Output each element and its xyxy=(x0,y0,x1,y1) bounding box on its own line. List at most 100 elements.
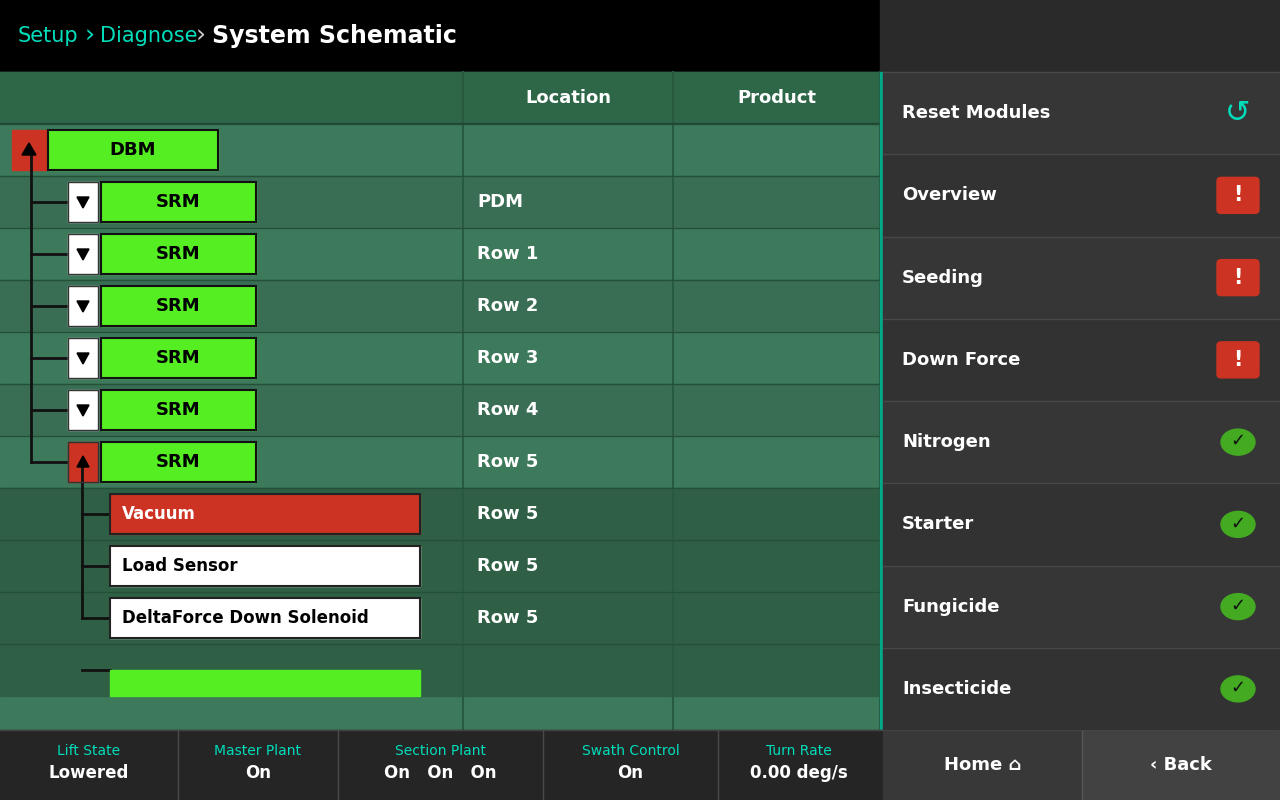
Text: 3.0: 3.0 xyxy=(910,8,960,36)
Text: Vacuum: Vacuum xyxy=(122,505,196,523)
Bar xyxy=(101,234,256,274)
Text: SRM: SRM xyxy=(156,349,201,367)
Text: Nitrogen: Nitrogen xyxy=(902,433,991,451)
Text: Row 5: Row 5 xyxy=(477,505,539,523)
Bar xyxy=(68,390,99,430)
Text: Location: Location xyxy=(525,89,611,107)
Bar xyxy=(68,234,99,274)
Bar xyxy=(0,488,881,540)
Ellipse shape xyxy=(1221,594,1254,620)
Bar xyxy=(49,130,218,170)
Text: Row 5: Row 5 xyxy=(477,609,539,627)
Bar xyxy=(101,182,256,222)
Text: PDM: PDM xyxy=(477,193,524,211)
Bar xyxy=(101,442,256,482)
Text: On: On xyxy=(617,764,644,782)
Bar xyxy=(0,644,881,696)
Bar xyxy=(904,48,911,58)
Polygon shape xyxy=(77,249,90,260)
Text: ↺: ↺ xyxy=(1225,98,1251,128)
Text: ☆: ☆ xyxy=(972,42,992,62)
Text: ‹ Back: ‹ Back xyxy=(1149,756,1212,774)
Bar xyxy=(68,182,99,222)
Bar xyxy=(68,338,99,378)
Text: ✓: ✓ xyxy=(1230,679,1245,697)
Text: Starter: Starter xyxy=(902,515,974,534)
Bar xyxy=(883,318,1280,401)
Text: SRM: SRM xyxy=(156,401,201,419)
Bar xyxy=(49,130,218,170)
Bar xyxy=(883,731,1080,799)
Bar xyxy=(883,648,1280,730)
Bar xyxy=(110,670,420,696)
Text: Insecticide: Insecticide xyxy=(902,680,1011,698)
Bar xyxy=(101,390,256,430)
Bar xyxy=(68,286,99,326)
Bar xyxy=(0,436,881,488)
Bar xyxy=(110,546,420,586)
Bar xyxy=(883,154,1280,237)
Bar xyxy=(68,286,99,326)
Text: Section Plant: Section Plant xyxy=(396,744,486,758)
Text: ›: › xyxy=(196,24,206,48)
Bar xyxy=(110,494,420,534)
Text: ✓: ✓ xyxy=(1230,597,1245,614)
Text: Row 1: Row 1 xyxy=(477,245,539,263)
Bar xyxy=(883,566,1280,648)
Bar xyxy=(924,40,931,58)
Text: Row 2: Row 2 xyxy=(477,297,539,315)
Text: 0.00 deg/s: 0.00 deg/s xyxy=(750,764,847,782)
Ellipse shape xyxy=(1221,676,1254,702)
Bar xyxy=(883,237,1280,318)
Bar xyxy=(0,280,881,332)
Text: Overview: Overview xyxy=(902,186,997,204)
Text: Reset Modules: Reset Modules xyxy=(902,104,1051,122)
Text: Seeding: Seeding xyxy=(902,269,984,286)
Text: Master Plant: Master Plant xyxy=(215,744,302,758)
Bar xyxy=(68,234,99,274)
Ellipse shape xyxy=(1221,511,1254,538)
Text: Product: Product xyxy=(737,89,817,107)
Text: DBM: DBM xyxy=(110,141,156,159)
Text: ›: › xyxy=(84,24,95,48)
Text: Diagnose: Diagnose xyxy=(100,26,197,46)
Text: DeltaForce Down Solenoid: DeltaForce Down Solenoid xyxy=(122,609,369,627)
Text: Down Force: Down Force xyxy=(902,351,1020,369)
Text: ☎: ☎ xyxy=(950,43,970,61)
Text: Row 5: Row 5 xyxy=(477,557,539,575)
Bar xyxy=(0,384,881,436)
Polygon shape xyxy=(77,301,90,312)
Bar xyxy=(68,442,99,482)
Bar xyxy=(68,442,99,482)
Text: !: ! xyxy=(1234,350,1243,370)
Text: System Schematic: System Schematic xyxy=(212,24,457,48)
Bar xyxy=(881,0,1280,800)
Text: On: On xyxy=(244,764,271,782)
Bar xyxy=(1082,731,1279,799)
Bar xyxy=(12,130,46,170)
Text: !: ! xyxy=(1234,186,1243,206)
Text: SRM: SRM xyxy=(156,245,201,263)
Bar xyxy=(0,176,881,228)
Bar xyxy=(0,332,881,384)
Text: Row 5: Row 5 xyxy=(477,453,539,471)
Text: SRM: SRM xyxy=(156,193,201,211)
Polygon shape xyxy=(77,405,90,416)
Text: SRM: SRM xyxy=(156,453,201,471)
Text: Load Sensor: Load Sensor xyxy=(122,557,238,575)
Bar xyxy=(883,401,1280,483)
Bar xyxy=(883,72,1280,154)
Bar xyxy=(101,286,256,326)
Polygon shape xyxy=(22,143,36,155)
Text: Lift State: Lift State xyxy=(58,744,120,758)
Polygon shape xyxy=(77,456,90,467)
Bar xyxy=(110,598,420,638)
Bar xyxy=(0,72,881,124)
Bar xyxy=(883,483,1280,566)
Text: SRM: SRM xyxy=(156,297,201,315)
Bar xyxy=(0,228,881,280)
Polygon shape xyxy=(77,353,90,364)
Text: ✓: ✓ xyxy=(1230,514,1245,532)
Bar xyxy=(101,182,256,222)
Bar xyxy=(0,124,881,176)
